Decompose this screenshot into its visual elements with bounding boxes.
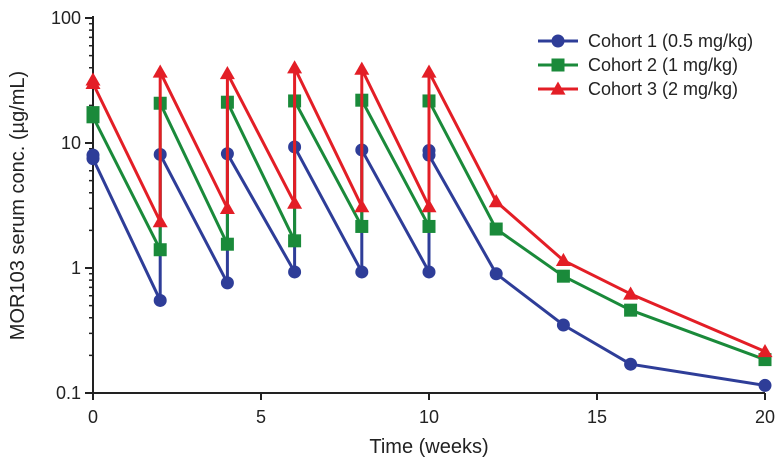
legend-swatch-marker	[550, 81, 566, 95]
series-1-point	[220, 276, 234, 290]
legend-item-3: Cohort 3 (2 mg/kg)	[538, 79, 738, 99]
x-tick-label: 15	[587, 407, 607, 427]
series-3-point	[219, 200, 235, 214]
y-tick-label: 100	[51, 8, 81, 28]
series-1-point	[422, 265, 436, 279]
series-3-point	[152, 214, 168, 228]
series-3-point	[354, 199, 370, 213]
series-2-point	[422, 219, 436, 233]
series-1-point	[355, 265, 369, 279]
x-tick-label: 5	[256, 407, 266, 427]
series-1-point	[758, 378, 772, 392]
x-tick-label: 0	[88, 407, 98, 427]
series-2-point	[86, 110, 100, 124]
series-3-point	[354, 61, 370, 75]
y-tick-label: 10	[61, 133, 81, 153]
legend-label: Cohort 1 (0.5 mg/kg)	[588, 31, 753, 51]
series-3-point	[421, 199, 437, 213]
legend-label: Cohort 2 (1 mg/kg)	[588, 55, 738, 75]
y-axis-title: MOR103 serum conc. (µg/mL)	[7, 71, 29, 340]
series-2-point	[220, 237, 234, 251]
series-3-point	[421, 64, 437, 78]
series-3-point	[623, 286, 639, 300]
series-1-point	[153, 293, 167, 307]
y-tick-label: 1	[71, 258, 81, 278]
legend-item-1: Cohort 1 (0.5 mg/kg)	[538, 31, 753, 51]
series-1-point	[624, 357, 638, 371]
series-2-point	[556, 269, 570, 283]
series-3-point	[219, 65, 235, 80]
series-1-point	[489, 267, 503, 281]
series-2-point	[489, 222, 503, 236]
legend-swatch-marker	[551, 34, 565, 48]
series-3-point	[287, 60, 303, 74]
series-2-point	[624, 303, 638, 317]
series-1-point	[556, 318, 570, 332]
x-tick-label: 10	[419, 407, 439, 427]
series-3-point	[757, 343, 773, 358]
series-3-point	[287, 195, 303, 209]
series-3	[85, 60, 773, 358]
series-3-point	[152, 64, 168, 78]
y-tick-label: 0.1	[56, 383, 81, 403]
legend: Cohort 1 (0.5 mg/kg) Cohort 2 (1 mg/kg) Co…	[538, 31, 753, 99]
x-axis-title: Time (weeks)	[369, 436, 488, 458]
legend-label: Cohort 3 (2 mg/kg)	[588, 79, 738, 99]
legend-item-2: Cohort 2 (1 mg/kg)	[538, 55, 738, 75]
series-2-point	[153, 243, 167, 257]
series-1-point	[86, 152, 100, 166]
series-3-point	[488, 194, 504, 208]
series-2-point	[288, 234, 302, 248]
series-3-point	[85, 75, 101, 89]
series-1-point	[288, 265, 302, 279]
x-tick-label: 20	[755, 407, 775, 427]
series-3-line	[91, 66, 766, 353]
series-3-point	[555, 252, 571, 267]
series-2-point	[355, 219, 369, 233]
series-layer	[85, 60, 773, 392]
axes: 0 5 10 15 20 0.1 1 10 100	[51, 8, 775, 427]
legend-swatch-marker	[551, 58, 565, 72]
